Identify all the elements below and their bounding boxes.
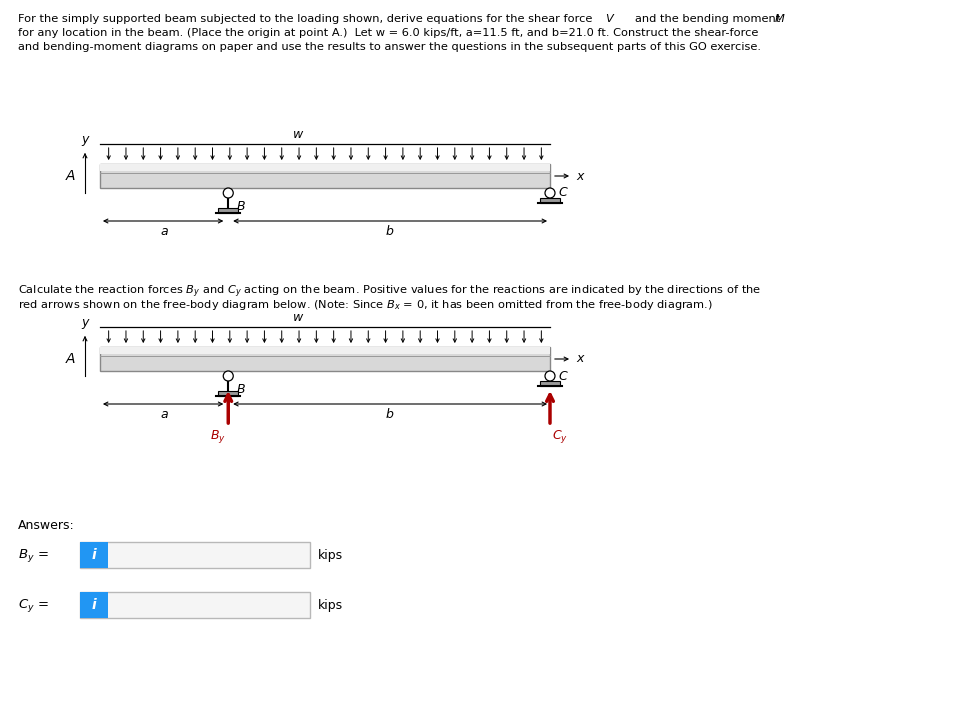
- Text: w: w: [293, 311, 303, 324]
- Text: Answers:: Answers:: [18, 519, 74, 532]
- Text: C: C: [558, 186, 566, 199]
- Text: red arrows shown on the free-body diagram below. (Note: Since $B_x$ = 0, it has : red arrows shown on the free-body diagra…: [18, 298, 713, 312]
- Text: and the bending moment: and the bending moment: [635, 14, 784, 24]
- Bar: [100, 347, 550, 371]
- Text: A: A: [66, 352, 75, 366]
- Bar: [540, 381, 560, 386]
- Bar: [219, 391, 238, 396]
- Text: Calculate the reaction forces $B_y$ and $C_y$ acting on the beam. Positive value: Calculate the reaction forces $B_y$ and …: [18, 284, 761, 300]
- Text: w: w: [293, 128, 303, 141]
- Bar: [100, 347, 550, 355]
- Bar: [80, 592, 310, 618]
- Circle shape: [545, 371, 555, 381]
- Text: x: x: [576, 352, 583, 365]
- Text: $B_y$: $B_y$: [211, 428, 226, 445]
- Text: y: y: [81, 316, 88, 329]
- Text: y: y: [81, 133, 88, 146]
- Text: A: A: [66, 169, 75, 183]
- Text: for any location in the beam. (Place the origin at point A.)  Let w = 6.0 kips/f: for any location in the beam. (Place the…: [18, 28, 759, 38]
- Bar: [80, 592, 108, 618]
- Text: b: b: [385, 225, 393, 238]
- Circle shape: [223, 188, 233, 198]
- Text: B: B: [236, 200, 245, 213]
- Bar: [100, 164, 550, 188]
- Text: For the simply supported beam subjected to the loading shown, derive equations f: For the simply supported beam subjected …: [18, 14, 596, 24]
- Bar: [80, 542, 310, 568]
- Circle shape: [223, 371, 233, 381]
- Text: $C_y$: $C_y$: [552, 428, 568, 445]
- Text: V: V: [605, 14, 612, 24]
- Bar: [100, 164, 550, 171]
- Text: kips: kips: [318, 599, 343, 612]
- Text: and bending-moment diagrams on paper and use the results to answer the questions: and bending-moment diagrams on paper and…: [18, 42, 761, 52]
- Circle shape: [545, 188, 555, 198]
- Text: b: b: [385, 408, 393, 421]
- Text: C: C: [558, 370, 566, 383]
- Bar: [80, 542, 108, 568]
- Text: a: a: [161, 225, 168, 238]
- Text: kips: kips: [318, 549, 343, 562]
- Bar: [540, 198, 560, 203]
- Text: $C_y$ =: $C_y$ =: [18, 596, 49, 614]
- Text: i: i: [91, 548, 96, 562]
- Text: M: M: [775, 14, 785, 24]
- Text: a: a: [161, 408, 168, 421]
- Text: i: i: [91, 598, 96, 612]
- Bar: [219, 208, 238, 213]
- Text: x: x: [576, 170, 583, 183]
- Text: $B_y$ =: $B_y$ =: [18, 547, 49, 563]
- Text: B: B: [236, 383, 245, 396]
